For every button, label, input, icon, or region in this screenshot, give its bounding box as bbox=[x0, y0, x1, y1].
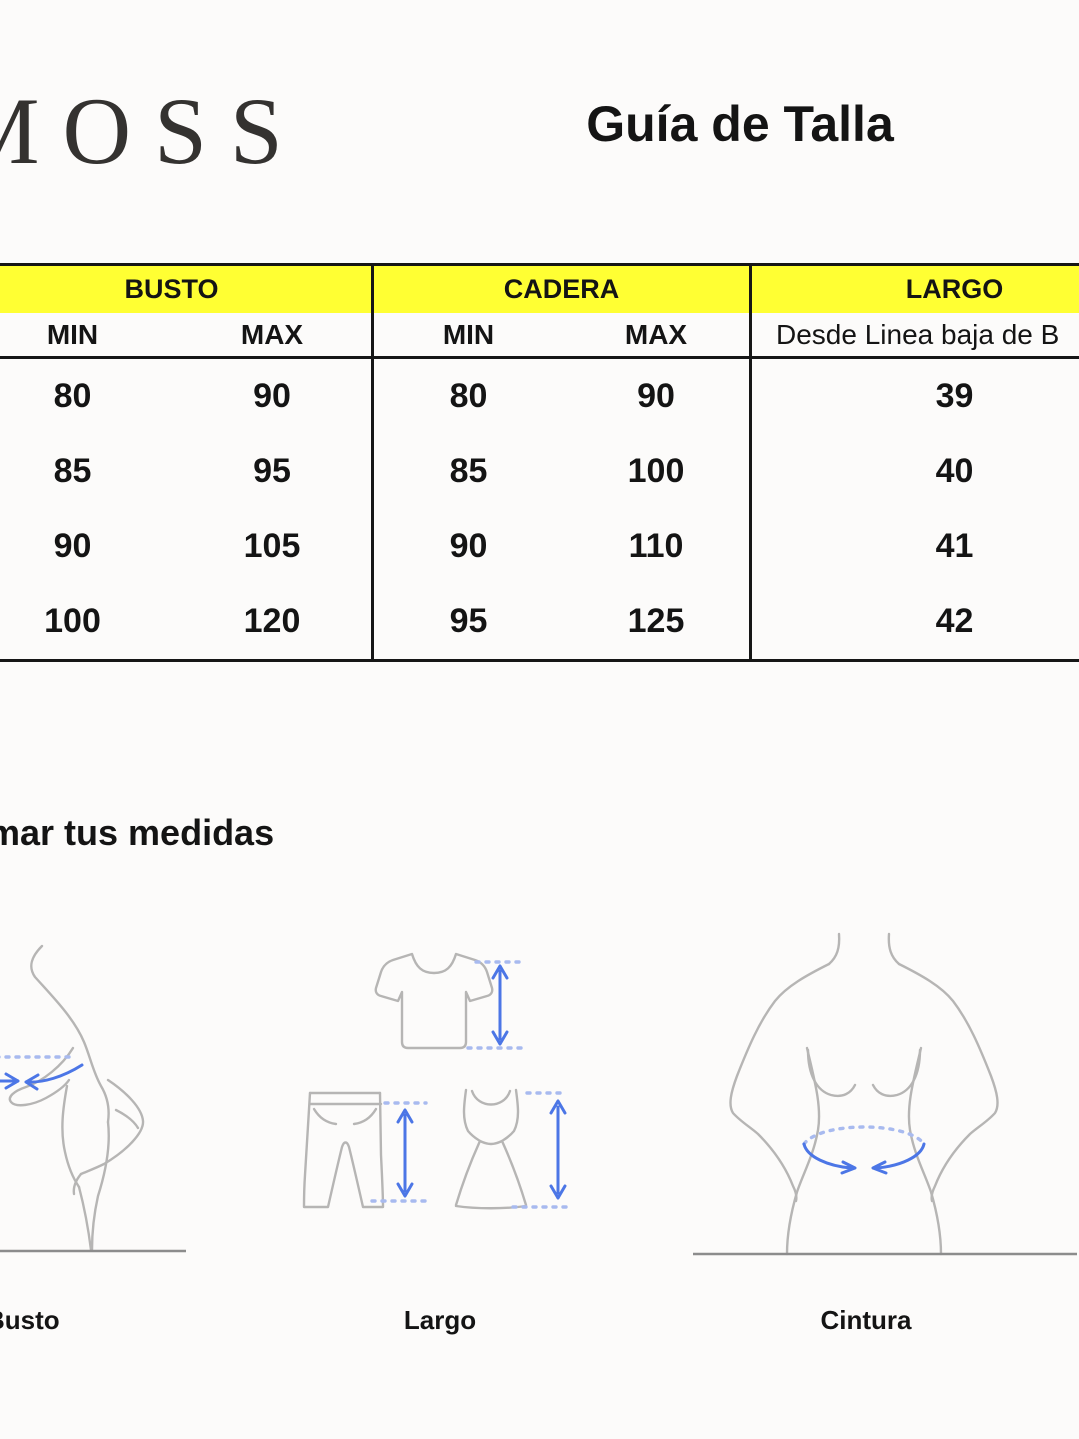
subheader-cadera-max: MAX bbox=[563, 313, 752, 359]
garment-length-icons bbox=[302, 952, 569, 1210]
table-cell: 85 bbox=[53, 452, 92, 490]
dress-dotted-lines bbox=[511, 1091, 569, 1209]
table-cell: 90 bbox=[173, 359, 374, 434]
column-header-busto: BUSTO bbox=[0, 266, 374, 313]
label-cintura: Cintura bbox=[820, 1305, 912, 1335]
subheader-busto-max: MAX bbox=[173, 313, 374, 359]
waist-dotted-arc bbox=[802, 1125, 926, 1146]
table-cell: 125 bbox=[563, 584, 752, 659]
bust-side-figure-icon bbox=[0, 944, 186, 1253]
column-header-cadera: CADERA bbox=[374, 266, 752, 313]
table-cell: 120 bbox=[173, 584, 374, 659]
tshirt-icon bbox=[374, 952, 494, 1050]
table-cell: 40 bbox=[935, 452, 974, 490]
dress-icon bbox=[454, 1088, 528, 1210]
bust-arrow-tip bbox=[0, 1072, 20, 1090]
table-cell: 95 bbox=[173, 434, 374, 509]
pants-icon bbox=[302, 1091, 385, 1209]
subheader-largo-note: Desde Linea baja de B bbox=[752, 313, 1079, 359]
table-cell: 39 bbox=[935, 377, 974, 415]
pants-length-arrow bbox=[396, 1108, 414, 1198]
page-title: Guía de Talla bbox=[586, 96, 894, 152]
measure-section-heading: mar tus medidas bbox=[0, 812, 275, 853]
table-cell: 42 bbox=[935, 602, 974, 640]
tshirt-dotted-lines bbox=[466, 960, 524, 1050]
bust-arrow bbox=[24, 1063, 84, 1091]
waist-arrow-right bbox=[871, 1142, 926, 1175]
subheader-cadera-min: MIN bbox=[374, 313, 563, 359]
table-cell: 90 bbox=[563, 359, 752, 434]
table-cell: 80 bbox=[449, 377, 488, 415]
table-cell: 95 bbox=[449, 602, 488, 640]
column-header-largo: LARGO bbox=[752, 266, 1079, 313]
table-cell: 110 bbox=[563, 509, 752, 584]
table-cell: 85 bbox=[449, 452, 488, 490]
brand-logo: MOSS bbox=[0, 78, 306, 184]
size-table: BUSTO CADERA LARGO MIN MAX MIN MAX Desde… bbox=[0, 263, 1079, 662]
waist-arrow-left bbox=[802, 1142, 857, 1175]
table-cell: 90 bbox=[449, 527, 488, 565]
table-cell: 100 bbox=[44, 602, 101, 640]
table-cell: 100 bbox=[563, 434, 752, 509]
dress-length-arrow bbox=[549, 1099, 567, 1200]
tshirt-length-arrow bbox=[491, 964, 509, 1046]
table-cell: 41 bbox=[935, 527, 974, 565]
table-cell: 105 bbox=[173, 509, 374, 584]
label-largo: Largo bbox=[403, 1305, 477, 1335]
pants-dotted-lines bbox=[370, 1101, 428, 1203]
subheader-busto-min: MIN bbox=[0, 313, 173, 359]
table-cell: 80 bbox=[53, 377, 92, 415]
label-busto: Busto bbox=[0, 1305, 60, 1335]
waist-front-figure-icon bbox=[693, 932, 1077, 1256]
table-cell: 90 bbox=[53, 527, 92, 565]
